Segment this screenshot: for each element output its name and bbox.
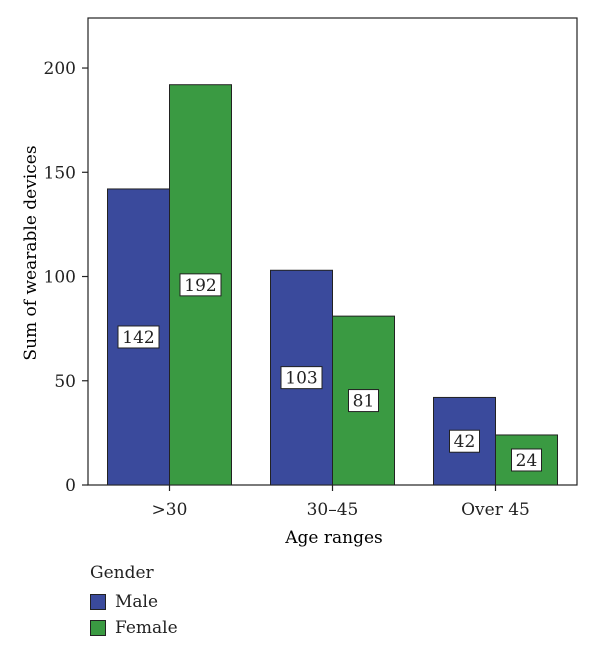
y-axis-label: Sum of wearable devices	[21, 145, 41, 360]
data-label-box	[449, 429, 480, 453]
data-labels: 142 192 103 81 42 24	[117, 273, 542, 472]
data-label-box	[511, 448, 542, 472]
data-label: 42	[454, 432, 476, 452]
legend-label-female: Female	[115, 618, 178, 638]
data-label: 24	[516, 451, 538, 471]
bar-chart: 0 50 100 150 200 >30 30–45 Over 45 142 192 103 81…	[21, 17, 578, 548]
data-label-box	[117, 325, 160, 349]
legend-title: Gender	[90, 563, 154, 583]
data-label: 103	[285, 369, 317, 389]
x-axis-label: Age ranges	[284, 528, 383, 548]
x-tick-label: Over 45	[461, 500, 530, 520]
bars	[107, 84, 558, 486]
data-label: 81	[353, 392, 375, 412]
data-label-box	[348, 389, 379, 413]
legend-item-female: Female	[90, 615, 178, 641]
legend-label-male: Male	[115, 592, 159, 612]
legend-item-male: Male	[90, 589, 178, 615]
x-tick-label: 30–45	[307, 500, 359, 520]
data-label: 192	[184, 276, 216, 296]
y-axis: 0 50 100 150 200	[44, 59, 88, 496]
legend-swatch-male	[90, 594, 106, 610]
data-label: 142	[122, 328, 154, 348]
y-tick-label: 150	[44, 163, 76, 183]
x-tick-label: >30	[152, 500, 188, 520]
x-axis: >30 30–45 Over 45	[152, 485, 530, 520]
data-label-box	[280, 366, 323, 390]
legend: Gender Male Female	[90, 563, 178, 641]
y-tick-label: 0	[65, 476, 76, 496]
y-tick-label: 50	[54, 372, 76, 392]
legend-swatch-female	[90, 620, 106, 636]
y-tick-label: 200	[44, 59, 76, 79]
y-tick-label: 100	[44, 268, 76, 288]
data-label-box	[179, 273, 222, 297]
